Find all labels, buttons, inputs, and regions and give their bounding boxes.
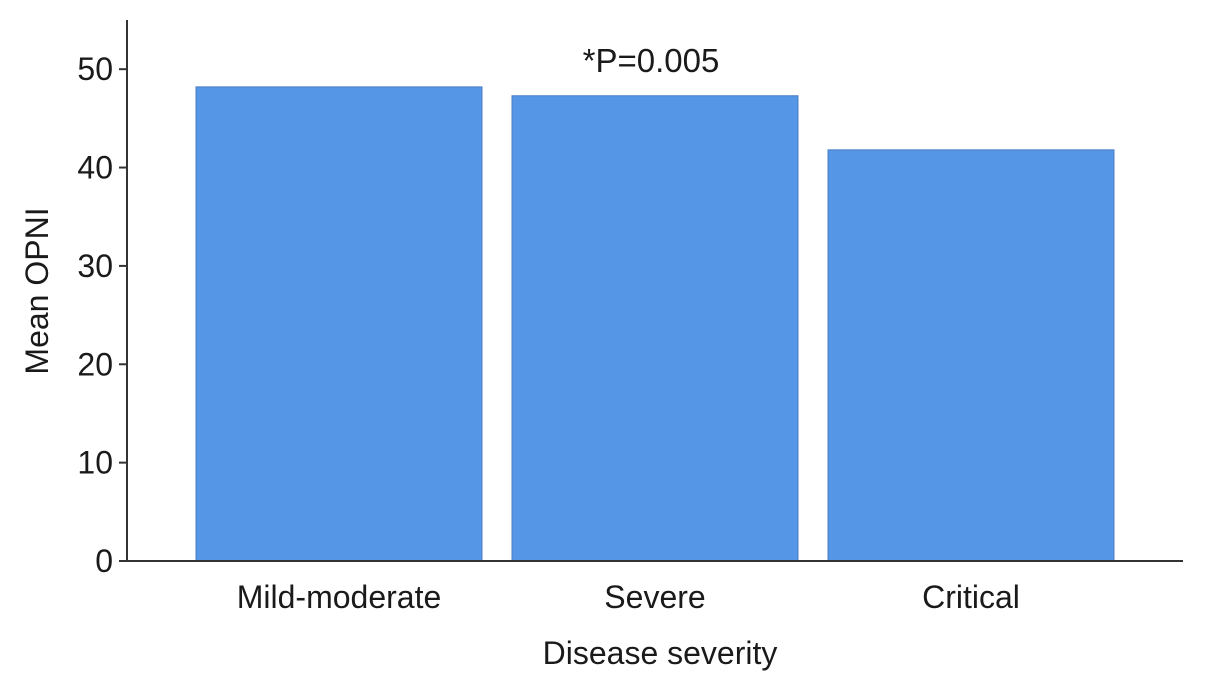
y-tick-label: 30 — [77, 248, 113, 284]
y-tick-label: 50 — [77, 51, 113, 87]
y-tick-label: 20 — [77, 346, 113, 382]
x-tick-label: Severe — [604, 579, 705, 615]
bars-layer — [195, 86, 1115, 562]
axes-layer — [126, 20, 1183, 562]
bar-mild-moderate — [195, 86, 483, 562]
x-ticks-layer: Mild-moderate Severe Critical — [237, 579, 1020, 615]
y-tick-label: 10 — [77, 445, 113, 481]
x-axis-title: Disease severity — [543, 635, 778, 671]
bar-severe — [511, 95, 799, 562]
y-tick-label: 40 — [77, 150, 113, 186]
y-axis-title: Mean OPNI — [19, 207, 55, 374]
bar-critical — [827, 149, 1115, 562]
significance-annotation: *P=0.005 — [583, 42, 720, 79]
x-tick-label: Mild-moderate — [237, 579, 442, 615]
y-ticks-layer: 0 10 20 30 40 50 — [77, 51, 127, 579]
y-tick-label: 0 — [95, 543, 113, 579]
x-tick-label: Critical — [922, 579, 1020, 615]
